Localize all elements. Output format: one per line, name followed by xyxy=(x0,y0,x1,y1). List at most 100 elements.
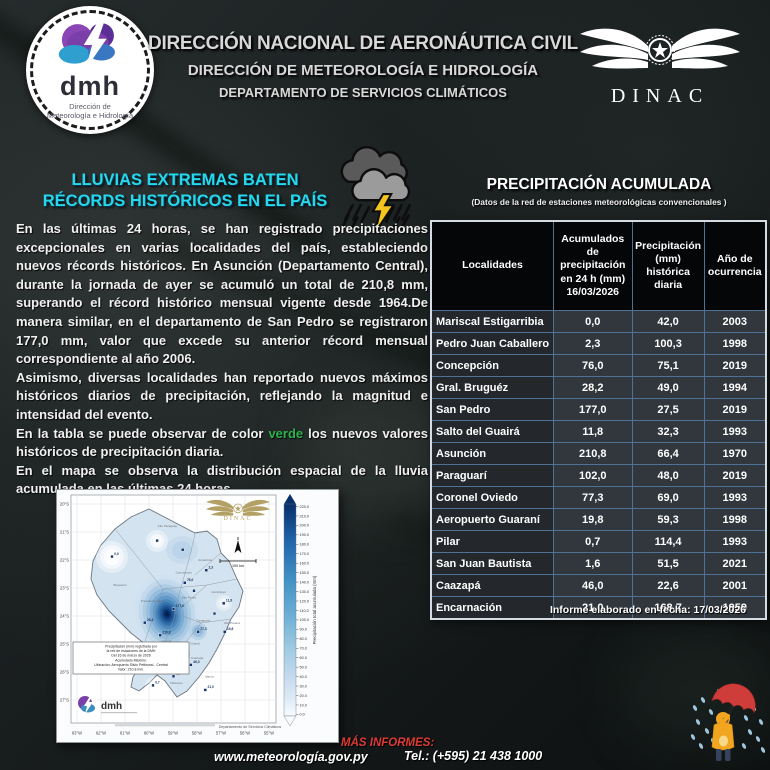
svg-text:56°W: 56°W xyxy=(240,731,250,736)
cell-localidad: Coronel Oviedo xyxy=(430,486,554,509)
cell-historica: 42,0 xyxy=(631,310,705,333)
table-row: Salto del Guairá 11,8 32,3 1993 xyxy=(430,420,767,443)
cell-localidad: Caazapá xyxy=(430,574,554,597)
dmh-logo-dashed-ring xyxy=(30,10,150,130)
map-dinac-logo: DINAC xyxy=(206,499,270,522)
cell-anio: 2019 xyxy=(703,354,767,377)
svg-text:Misiones: Misiones xyxy=(170,681,183,685)
cell-historica: 168,7 xyxy=(631,596,705,620)
dinac-wings-icon xyxy=(580,28,740,69)
svg-text:la red de estaciones de la DMH: la red de estaciones de la DMH xyxy=(107,649,156,653)
map-scale-label: 100 km xyxy=(232,564,244,568)
cell-historica: 100,3 xyxy=(631,332,705,355)
station-markers: 0,02,376,0177,011,828,2210,877,319,8102,… xyxy=(110,539,234,692)
station-marker xyxy=(192,589,196,593)
svg-text:Precipitación total acumulada: Precipitación total acumulada (mm) xyxy=(312,575,317,644)
cell-acumulado: 1,6 xyxy=(552,552,633,575)
cell-localidad: Gral. Bruguéz xyxy=(430,376,554,399)
cell-anio: 1959 xyxy=(703,596,767,620)
umbrella-canopy xyxy=(711,682,756,714)
table-row: Concepción 76,0 75,1 2019 xyxy=(430,354,767,377)
precip-table: Localidades Acumulados de precipitación e… xyxy=(430,220,767,620)
svg-text:210.0: 210.0 xyxy=(300,514,310,518)
svg-text:110.0: 110.0 xyxy=(300,609,309,613)
map-dmh-label: dmh xyxy=(101,701,122,712)
svg-text:0.0: 0.0 xyxy=(300,713,305,717)
svg-text:Del 16 de marzo de 2026: Del 16 de marzo de 2026 xyxy=(111,654,150,658)
svg-text:Alto Paraguay: Alto Paraguay xyxy=(158,524,178,528)
table-row: Encarnación 21,0 168,7 1959 xyxy=(430,596,767,620)
cell-anio: 2019 xyxy=(703,398,767,421)
cell-historica: 49,0 xyxy=(631,376,705,399)
table-row: Gral. Bruguéz 28,2 49,0 1994 xyxy=(430,376,767,399)
cell-acumulado: 77,3 xyxy=(552,486,633,509)
svg-text:50.0: 50.0 xyxy=(300,665,307,669)
station-marker xyxy=(212,611,217,616)
svg-text:23°S: 23°S xyxy=(60,585,69,590)
svg-text:190.0: 190.0 xyxy=(300,533,310,537)
cell-historica: 66,4 xyxy=(631,442,705,465)
dmh-logo-caption-line2: Meteorología e Hidrología xyxy=(46,111,134,121)
station-marker xyxy=(196,630,200,634)
table-row: Asunción 210,8 66,4 1970 xyxy=(430,442,767,465)
cell-localidad: Aeropuerto Guaraní xyxy=(430,508,554,531)
svg-text:24°S: 24°S xyxy=(60,613,69,618)
svg-text:60°W: 60°W xyxy=(144,731,154,736)
table-row: San Juan Bautista 1,6 51,5 2021 xyxy=(430,552,767,575)
cell-localidad: Concepción xyxy=(430,354,554,377)
dmh-logo-abbr: dmh xyxy=(60,71,120,101)
svg-text:22°S: 22°S xyxy=(60,557,69,562)
cell-anio: 1993 xyxy=(703,486,767,509)
map-footnote-line xyxy=(115,724,215,727)
svg-text:55°W: 55°W xyxy=(264,731,274,736)
svg-text:Presidente Hayes: Presidente Hayes xyxy=(141,599,166,603)
cell-acumulado: 76,0 xyxy=(552,354,633,377)
cell-historica: 27,5 xyxy=(631,398,705,421)
svg-text:10.0: 10.0 xyxy=(300,703,307,707)
svg-text:11,8: 11,8 xyxy=(226,599,232,603)
cell-acumulado: 46,0 xyxy=(552,574,633,597)
station-marker xyxy=(158,633,162,637)
svg-text:San Pedro: San Pedro xyxy=(182,596,197,600)
dinac-logo: DINAC xyxy=(568,24,752,108)
header-titles: DIRECCIÓN NACIONAL DE AERONÁUTICA CIVIL … xyxy=(143,33,583,100)
svg-text:170.0: 170.0 xyxy=(300,552,310,556)
cell-anio: 1970 xyxy=(703,442,767,465)
station-marker xyxy=(143,621,147,625)
dinac-logo-label: DINAC xyxy=(610,85,710,107)
svg-text:Guairá: Guairá xyxy=(190,641,200,645)
svg-text:26°S: 26°S xyxy=(60,669,69,674)
svg-text:Concepción: Concepción xyxy=(176,571,193,575)
cell-localidad: Asunción xyxy=(430,442,554,465)
map-north-arrow xyxy=(234,537,242,553)
station-marker xyxy=(223,630,227,634)
cell-anio: 2001 xyxy=(703,574,767,597)
cell-anio: 1998 xyxy=(703,508,767,531)
cell-historica: 75,1 xyxy=(631,354,705,377)
cell-acumulado: 11,8 xyxy=(552,420,633,443)
svg-text:150.0: 150.0 xyxy=(300,571,310,575)
cell-historica: 22,6 xyxy=(631,574,705,597)
station-marker xyxy=(204,568,208,572)
cell-anio: 2021 xyxy=(703,552,767,575)
cell-historica: 114,4 xyxy=(631,530,705,553)
cell-localidad: Pedro Juan Caballero xyxy=(430,332,554,355)
org-department: DEPARTAMENTO DE SERVICIOS CLIMÁTICOS xyxy=(219,85,507,100)
cell-historica: 48,0 xyxy=(631,464,705,487)
column-header: Localidades xyxy=(430,220,554,311)
column-header: Precipitación (mm) histórica diaria xyxy=(631,220,705,311)
station-marker xyxy=(110,554,114,559)
org-title: DIRECCIÓN NACIONAL DE AERONÁUTICA CIVIL xyxy=(148,33,578,54)
dmh-cloud-lightning-icon xyxy=(58,21,115,69)
svg-text:Amambay: Amambay xyxy=(198,558,212,562)
footer-phone: Tel.: (+595) 21 438 1000 xyxy=(404,749,543,763)
svg-text:62°W: 62°W xyxy=(96,731,106,736)
svg-text:130.0: 130.0 xyxy=(300,590,310,594)
report-date: Informe elaborado en fecha: 17/03/2026 xyxy=(549,604,747,616)
svg-text:90.0: 90.0 xyxy=(300,628,307,632)
svg-text:80.0: 80.0 xyxy=(300,637,307,641)
cell-localidad: San Juan Bautista xyxy=(430,552,554,575)
table-row: Pilar 0,7 114,4 1993 xyxy=(430,530,767,553)
svg-text:2,3: 2,3 xyxy=(209,565,214,569)
